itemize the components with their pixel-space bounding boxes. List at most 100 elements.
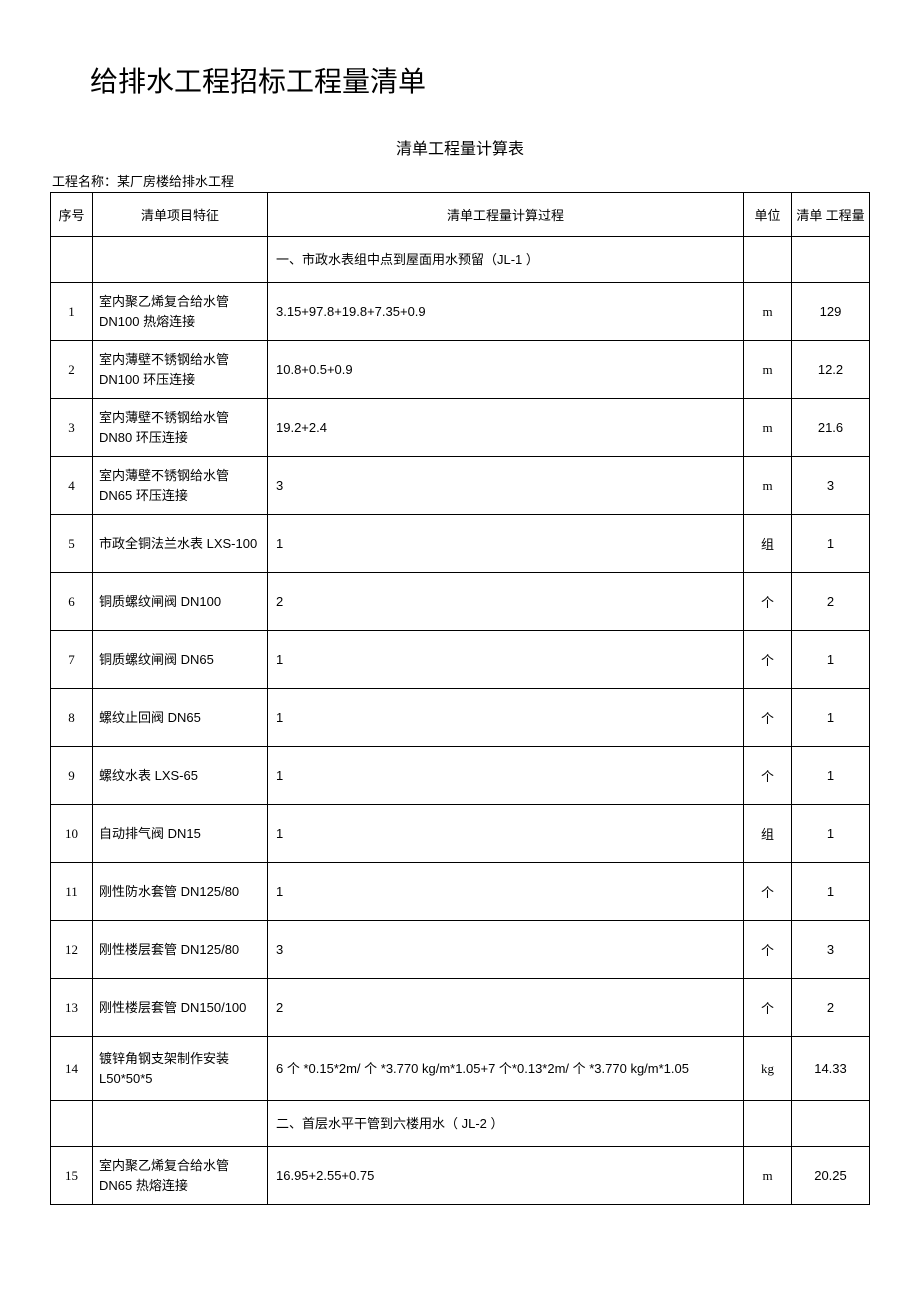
cell-unit: m xyxy=(744,399,792,457)
cell-qty: 129 xyxy=(792,283,870,341)
cell-feature: 螺纹止回阀 DN65 xyxy=(93,689,268,747)
cell-unit: 个 xyxy=(744,979,792,1037)
cell-qty: 21.6 xyxy=(792,399,870,457)
table-row: 14镀锌角钢支架制作安装 L50*50*56 个 *0.15*2m/ 个 *3.… xyxy=(51,1037,870,1101)
cell-process: 2 xyxy=(268,979,744,1037)
cell-unit: m xyxy=(744,1147,792,1205)
cell-feature: 镀锌角钢支架制作安装 L50*50*5 xyxy=(93,1037,268,1101)
cell-seq: 1 xyxy=(51,283,93,341)
cell-unit: m xyxy=(744,457,792,515)
cell-seq: 6 xyxy=(51,573,93,631)
cell-seq: 13 xyxy=(51,979,93,1037)
cell-feature: 室内聚乙烯复合给水管 DN65 热熔连接 xyxy=(93,1147,268,1205)
cell-feature: 铜质螺纹闸阀 DN100 xyxy=(93,573,268,631)
cell-qty xyxy=(792,1101,870,1147)
cell-process: 3.15+97.8+19.8+7.35+0.9 xyxy=(268,283,744,341)
table-row: 5市政全铜法兰水表 LXS-1001组1 xyxy=(51,515,870,573)
cell-seq: 2 xyxy=(51,341,93,399)
cell-unit: 组 xyxy=(744,515,792,573)
table-row: 7铜质螺纹闸阀 DN651个1 xyxy=(51,631,870,689)
cell-unit: 组 xyxy=(744,805,792,863)
cell-process: 3 xyxy=(268,457,744,515)
cell-process: 一、市政水表组中点到屋面用水预留（JL-1 ） xyxy=(268,237,744,283)
table-row: 15室内聚乙烯复合给水管 DN65 热熔连接16.95+2.55+0.75m20… xyxy=(51,1147,870,1205)
cell-qty: 1 xyxy=(792,515,870,573)
cell-qty: 12.2 xyxy=(792,341,870,399)
cell-seq: 4 xyxy=(51,457,93,515)
cell-feature: 刚性防水套管 DN125/80 xyxy=(93,863,268,921)
cell-unit: 个 xyxy=(744,573,792,631)
cell-seq: 8 xyxy=(51,689,93,747)
cell-qty: 3 xyxy=(792,457,870,515)
cell-process: 1 xyxy=(268,689,744,747)
header-process: 清单工程量计算过程 xyxy=(268,193,744,237)
header-unit: 单位 xyxy=(744,193,792,237)
table-row: 11刚性防水套管 DN125/801个1 xyxy=(51,863,870,921)
cell-process: 1 xyxy=(268,747,744,805)
cell-qty: 1 xyxy=(792,747,870,805)
table-row: 10自动排气阀 DN151组1 xyxy=(51,805,870,863)
cell-qty: 1 xyxy=(792,689,870,747)
cell-feature: 刚性楼层套管 DN125/80 xyxy=(93,921,268,979)
cell-qty: 14.33 xyxy=(792,1037,870,1101)
table-row: 9螺纹水表 LXS-651个1 xyxy=(51,747,870,805)
cell-seq: 10 xyxy=(51,805,93,863)
header-feature: 清单项目特征 xyxy=(93,193,268,237)
project-name: 工程名称：某厂房楼给排水工程 xyxy=(52,171,870,190)
cell-seq: 5 xyxy=(51,515,93,573)
cell-qty: 2 xyxy=(792,573,870,631)
cell-unit: 个 xyxy=(744,631,792,689)
cell-process: 10.8+0.5+0.9 xyxy=(268,341,744,399)
cell-process: 1 xyxy=(268,631,744,689)
cell-process: 1 xyxy=(268,515,744,573)
document-title: 给排水工程招标工程量清单 xyxy=(90,60,870,100)
table-row: 6铜质螺纹闸阀 DN1002个2 xyxy=(51,573,870,631)
cell-unit: 个 xyxy=(744,747,792,805)
cell-feature: 铜质螺纹闸阀 DN65 xyxy=(93,631,268,689)
cell-process: 3 xyxy=(268,921,744,979)
cell-unit: 个 xyxy=(744,689,792,747)
cell-feature xyxy=(93,237,268,283)
cell-unit: kg xyxy=(744,1037,792,1101)
cell-process: 6 个 *0.15*2m/ 个 *3.770 kg/m*1.05+7 个*0.1… xyxy=(268,1037,744,1101)
cell-process: 19.2+2.4 xyxy=(268,399,744,457)
quantity-table: 序号 清单项目特征 清单工程量计算过程 单位 清单 工程量 一、市政水表组中点到… xyxy=(50,192,870,1205)
cell-seq: 14 xyxy=(51,1037,93,1101)
table-row: 二、首层水平干管到六楼用水（ JL-2 ） xyxy=(51,1101,870,1147)
cell-qty: 1 xyxy=(792,863,870,921)
header-seq: 序号 xyxy=(51,193,93,237)
cell-process: 1 xyxy=(268,805,744,863)
cell-feature xyxy=(93,1101,268,1147)
table-row: 8螺纹止回阀 DN651个1 xyxy=(51,689,870,747)
header-qty: 清单 工程量 xyxy=(792,193,870,237)
cell-seq: 3 xyxy=(51,399,93,457)
cell-seq: 9 xyxy=(51,747,93,805)
table-row: 12刚性楼层套管 DN125/803个3 xyxy=(51,921,870,979)
cell-process: 2 xyxy=(268,573,744,631)
cell-qty: 1 xyxy=(792,631,870,689)
cell-unit xyxy=(744,1101,792,1147)
cell-unit: m xyxy=(744,341,792,399)
cell-process: 16.95+2.55+0.75 xyxy=(268,1147,744,1205)
cell-seq: 15 xyxy=(51,1147,93,1205)
cell-seq: 12 xyxy=(51,921,93,979)
cell-feature: 自动排气阀 DN15 xyxy=(93,805,268,863)
cell-feature: 室内薄壁不锈钢给水管 DN80 环压连接 xyxy=(93,399,268,457)
table-row: 3室内薄壁不锈钢给水管 DN80 环压连接19.2+2.4m21.6 xyxy=(51,399,870,457)
cell-seq: 11 xyxy=(51,863,93,921)
cell-qty: 1 xyxy=(792,805,870,863)
cell-unit xyxy=(744,237,792,283)
cell-qty: 3 xyxy=(792,921,870,979)
cell-unit: 个 xyxy=(744,863,792,921)
cell-qty: 20.25 xyxy=(792,1147,870,1205)
cell-feature: 刚性楼层套管 DN150/100 xyxy=(93,979,268,1037)
table-row: 2室内薄壁不锈钢给水管 DN100 环压连接10.8+0.5+0.9m12.2 xyxy=(51,341,870,399)
table-row: 13刚性楼层套管 DN150/1002个2 xyxy=(51,979,870,1037)
cell-feature: 室内薄壁不锈钢给水管 DN100 环压连接 xyxy=(93,341,268,399)
cell-feature: 室内聚乙烯复合给水管 DN100 热熔连接 xyxy=(93,283,268,341)
table-row: 4室内薄壁不锈钢给水管 DN65 环压连接3m3 xyxy=(51,457,870,515)
cell-unit: 个 xyxy=(744,921,792,979)
cell-feature: 螺纹水表 LXS-65 xyxy=(93,747,268,805)
table-row: 一、市政水表组中点到屋面用水预留（JL-1 ） xyxy=(51,237,870,283)
cell-qty xyxy=(792,237,870,283)
